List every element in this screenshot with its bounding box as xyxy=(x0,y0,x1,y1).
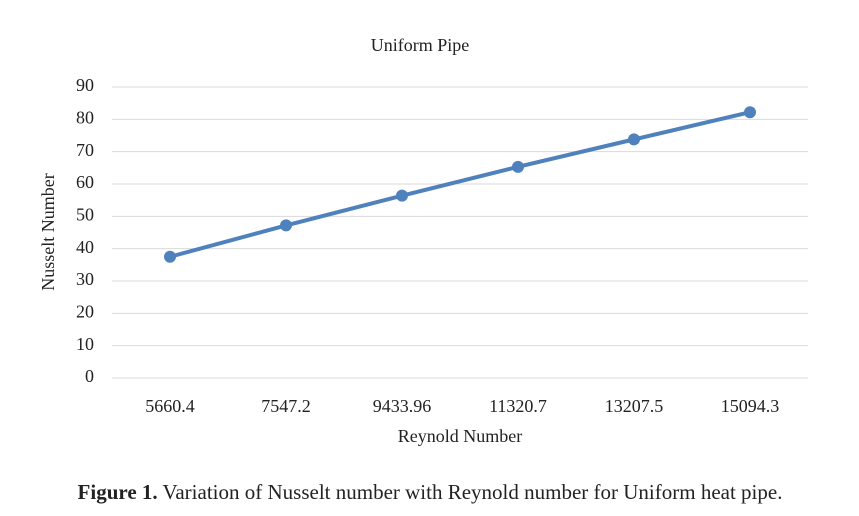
data-point xyxy=(164,250,176,263)
data-point xyxy=(512,160,524,173)
y-tick-label: 80 xyxy=(76,107,94,127)
y-tick-label: 10 xyxy=(76,334,94,354)
chart-title: Uniform Pipe xyxy=(371,35,470,55)
data-point xyxy=(744,106,756,119)
data-line xyxy=(169,110,751,259)
x-tick-label: 7547.2 xyxy=(261,396,311,416)
y-tick-label: 20 xyxy=(76,301,94,321)
y-tick-label: 70 xyxy=(76,140,94,160)
y-tick-label: 90 xyxy=(76,75,94,95)
y-tick-label: 40 xyxy=(76,237,94,257)
y-tick-label: 30 xyxy=(76,269,94,289)
caption-label: Figure 1. xyxy=(78,480,158,504)
x-tick-label: 9433.96 xyxy=(373,396,432,416)
x-tick-label: 15094.3 xyxy=(721,396,780,416)
x-tick-label: 11320.7 xyxy=(489,396,547,416)
data-point xyxy=(280,219,292,232)
data-point xyxy=(396,189,408,202)
x-tick-label: 5660.4 xyxy=(145,396,195,416)
y-axis-label: Nusselt Number xyxy=(38,173,58,290)
x-tick-label: 13207.5 xyxy=(605,396,664,416)
y-tick-label: 50 xyxy=(76,204,94,224)
caption: Figure 1. Variation of Nusselt number wi… xyxy=(78,480,783,504)
y-tick-label: 0 xyxy=(85,366,94,386)
caption-text: Variation of Nusselt number with Reynold… xyxy=(163,480,783,504)
x-axis-label: Reynold Number xyxy=(398,426,522,446)
y-tick-label: 60 xyxy=(76,172,94,192)
data-point xyxy=(628,133,640,146)
